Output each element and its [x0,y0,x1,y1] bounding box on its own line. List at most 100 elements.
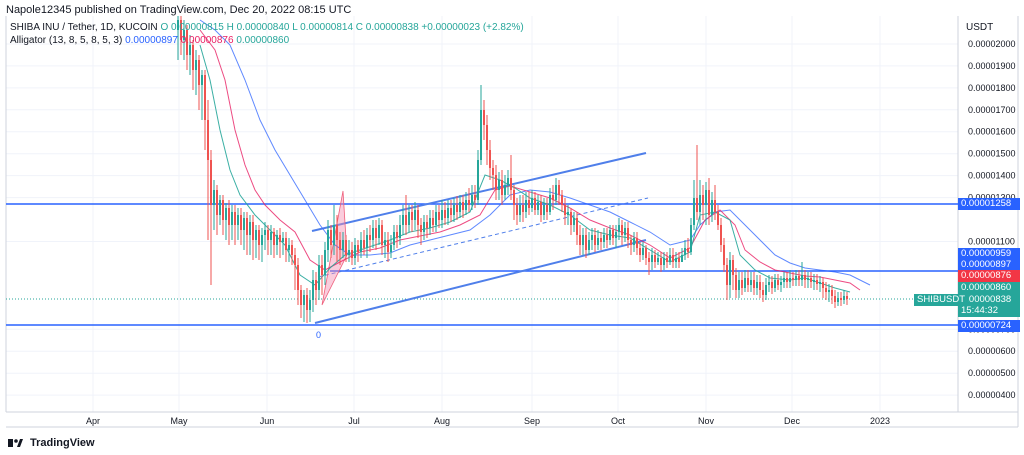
candle-body [543,205,545,215]
candle-body [390,245,392,252]
time-tick-label: 2023 [870,416,890,426]
candle-body [660,258,662,265]
candle-body [687,248,689,252]
price-tick-label: 0.00001900 [968,61,1016,71]
jaw-value: 0.00000897 [125,35,178,46]
candle-body [768,282,770,285]
candle-body [351,250,353,258]
candle-body [594,235,596,245]
candle-body [213,190,215,205]
candle-body [309,300,311,310]
candle-body [585,235,587,250]
candle-body [744,278,746,288]
time-tick-label: Jul [348,416,360,426]
candle-body [453,205,455,215]
currency-label: USDT [966,22,994,33]
candle-body [636,238,638,248]
time-tick-label: Aug [434,416,450,426]
candle-body [846,296,848,299]
candle-body [762,290,764,295]
candle-body [297,265,299,290]
candle-body [246,218,248,235]
candle-body [225,208,227,220]
candle-body [204,75,206,120]
time-tick-label: May [170,416,188,426]
candle-body [333,225,335,245]
candle-body [840,298,842,300]
candle-body [729,260,731,285]
candle-body [210,160,212,205]
candle-body [750,280,752,285]
price-tick-label: 0.00001500 [968,149,1016,159]
candle-body [318,265,320,290]
candle-body [597,238,599,245]
candle-body [735,275,737,290]
candle-body [393,232,395,245]
symbol-name[interactable]: SHIBA INU / Tether, 1D, KUCOIN [10,22,158,33]
channel-lower-line[interactable] [314,239,647,324]
alligator-name[interactable]: Alligator (13, 8, 5, 8, 5, 3) [10,35,123,46]
candle-body [231,212,233,225]
candle-body [270,232,272,240]
chart-grid [6,16,958,412]
candle-body [813,280,815,282]
candle-body [672,255,674,262]
candle-body [705,190,707,205]
candle-body [399,225,401,238]
alligator-jaw-line [199,19,871,286]
price-tag: 0.00000897 [958,259,1020,271]
candle-body [633,238,635,245]
candle-body [183,30,185,40]
price-tag: 0.00001258 [958,198,1020,210]
alligator-legend: Alligator (13, 8, 5, 8, 5, 3) 0.00000897… [10,35,289,46]
candle-body [528,200,530,208]
candle-body [447,208,449,218]
candle-body [654,255,656,262]
candle-body [339,240,341,250]
candle-body [678,258,680,262]
time-tick-label: Nov [698,416,715,426]
candle-body [588,240,590,250]
candle-body [240,215,242,230]
time-tick-label: Dec [784,416,801,426]
ohlc-values: O 0.00000815 H 0.00000840 L 0.00000814 C… [160,22,524,33]
candle-body [300,290,302,305]
candle-body [747,278,749,285]
candle-body [627,228,629,240]
candle-body [693,198,695,225]
candle-body [609,230,611,240]
candle-body [291,245,293,255]
candle-body [546,205,548,212]
candle-body [483,110,485,125]
candle-body [504,185,506,195]
candle-body [486,125,488,150]
price-tick-label: 0.00000600 [968,346,1016,356]
candle-body [276,235,278,245]
candle-body [696,198,698,212]
tradingview-brand[interactable]: TradingView [30,437,95,449]
candle-body [402,215,404,225]
channel-median-line[interactable] [317,197,649,278]
candle-body [264,230,266,235]
candle-body [816,280,818,284]
candle-body [411,212,413,220]
candle-body [480,110,482,160]
candle-body [306,295,308,310]
candle-body [603,235,605,242]
candle-body [615,232,617,238]
candle-body [252,222,254,240]
candle-body [336,225,338,240]
candle-body [699,195,701,212]
candle-body [423,222,425,232]
candle-body [288,245,290,250]
price-tick-label: 0.00001400 [968,171,1016,181]
candle-body [315,280,317,290]
price-tick-label: 0.00001700 [968,105,1016,115]
candle-body [267,230,269,240]
candle-body [828,290,830,292]
candle-body [186,30,188,55]
price-tick-label: 0.00000400 [968,390,1016,400]
candle-body [261,235,263,245]
candle-body [783,278,785,282]
